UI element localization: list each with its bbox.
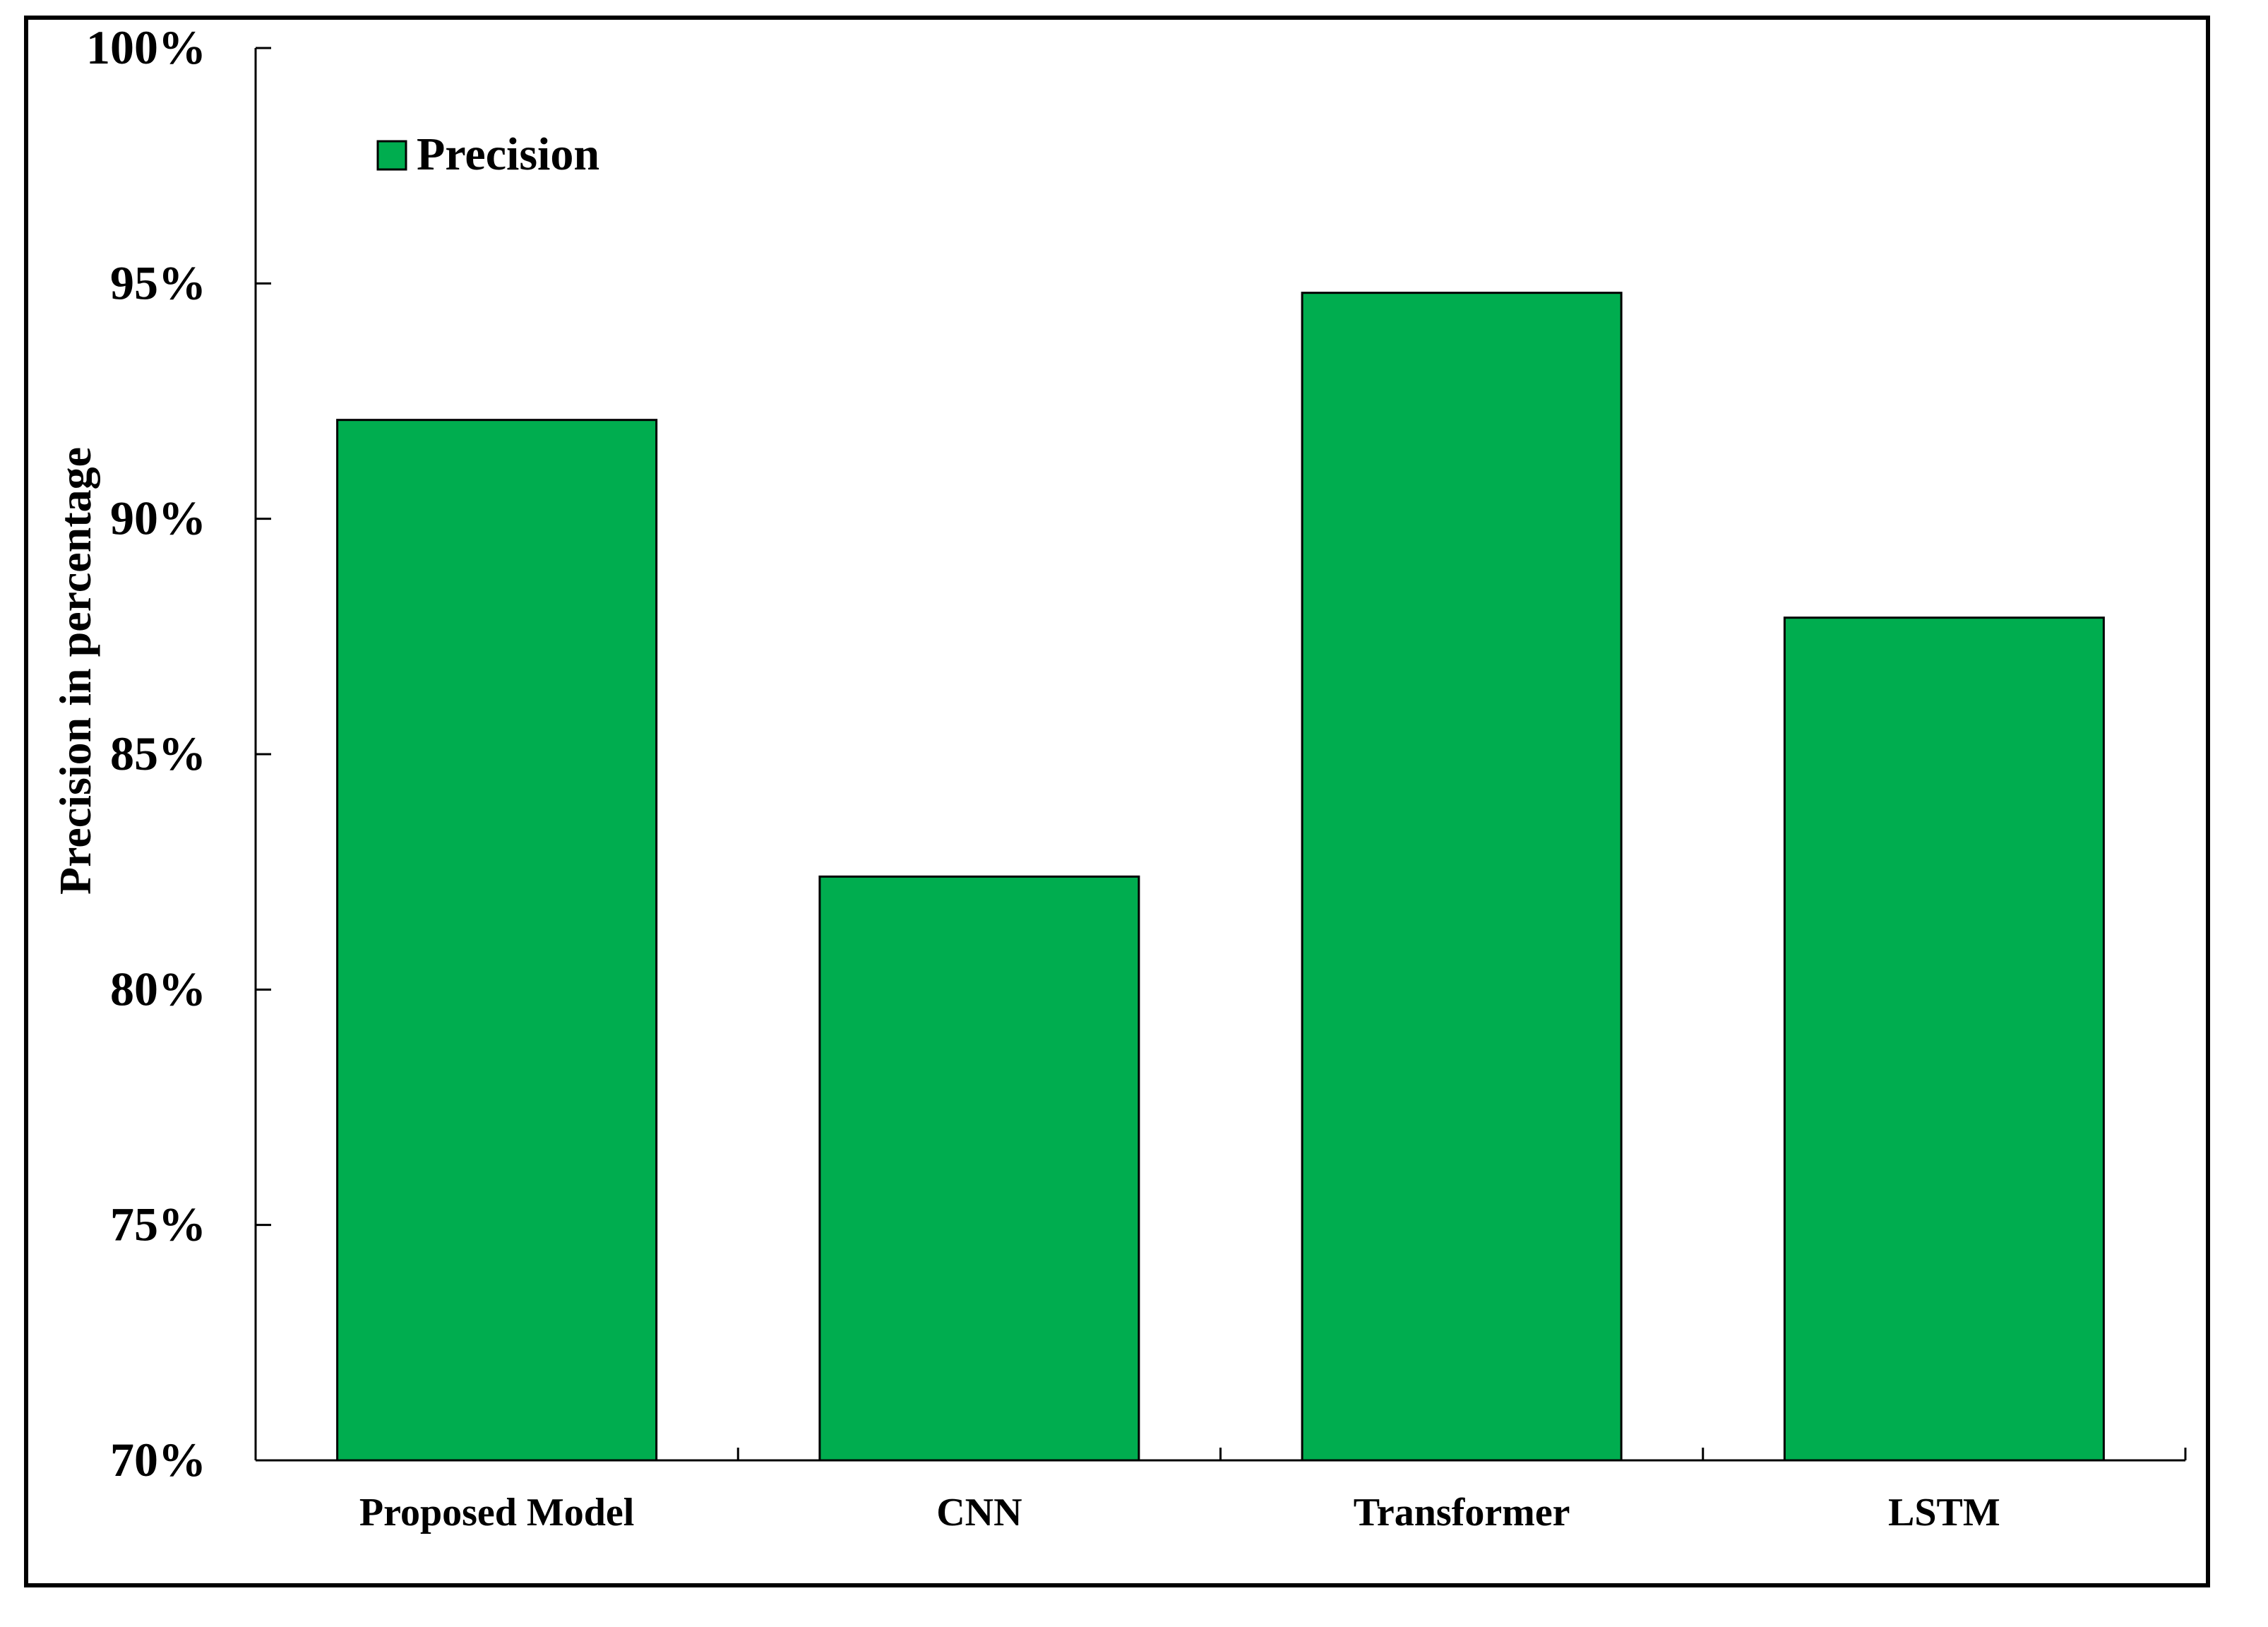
y-tick-label: 75% — [110, 1198, 206, 1251]
x-category-label: Transformer — [1354, 1491, 1570, 1534]
legend: Precision — [376, 129, 599, 180]
y-axis-title: Precision in percentage — [50, 447, 100, 895]
y-tick-label: 95% — [110, 256, 206, 309]
legend-swatch-precision — [376, 140, 407, 171]
bars — [336, 292, 2105, 1462]
chart-frame — [24, 16, 2210, 1587]
x-category-label: CNN — [936, 1491, 1022, 1534]
bar-lstm — [1783, 616, 2105, 1462]
y-tick-label: 70% — [110, 1433, 206, 1486]
y-ticks: 70% 75% 80% 85% 90% 95% 100% — [86, 20, 271, 1486]
bar-proposed-model — [336, 419, 658, 1462]
y-tick-label: 85% — [110, 727, 206, 780]
x-category-label: Proposed Model — [359, 1491, 634, 1534]
y-tick-label: 90% — [110, 491, 206, 545]
y-tick-label: 100% — [86, 20, 206, 74]
y-tick-label: 80% — [110, 962, 206, 1015]
legend-label-precision: Precision — [417, 129, 599, 180]
bar-transformer — [1301, 292, 1623, 1462]
x-ticks — [736, 1448, 2187, 1460]
category-labels: Proposed Model CNN Transformer LSTM — [359, 1491, 2000, 1534]
x-category-label: LSTM — [1888, 1491, 2000, 1534]
bar-cnn — [818, 875, 1140, 1462]
